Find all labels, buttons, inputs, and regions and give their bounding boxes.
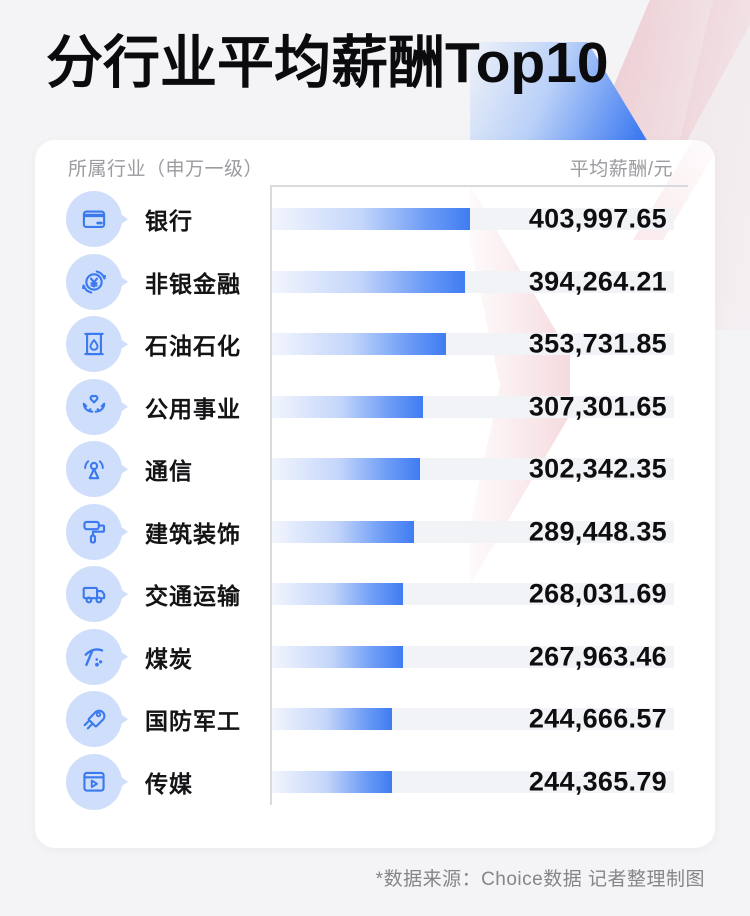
bar-track — [272, 333, 674, 356]
industry-label: 公用事业 — [145, 395, 241, 422]
table-row: 银行 403,997.65 — [35, 188, 715, 251]
pickaxe-icon — [66, 628, 128, 685]
table-row: 交通运输 268,031.69 — [35, 563, 715, 626]
bar-rows: 银行 403,997.65 非银金融 394,264.21 石油石化 353,731.85… — [35, 188, 715, 814]
table-row: 石油石化 353,731.85 — [35, 313, 715, 376]
bar-fill — [272, 645, 404, 668]
video-player-icon — [66, 753, 128, 810]
bar-track — [272, 770, 674, 793]
bar-track — [272, 520, 674, 543]
bar-track — [272, 583, 674, 606]
salary-value: 353,731.85 — [528, 328, 667, 359]
bar-fill — [272, 583, 404, 606]
bar-track — [272, 645, 674, 668]
salary-value: 267,963.46 — [528, 641, 667, 672]
bar-fill — [272, 333, 446, 356]
salary-value: 307,301.65 — [528, 391, 667, 422]
plot-axis-line — [270, 185, 272, 805]
industry-label: 非银金融 — [145, 270, 241, 297]
chart-card: 所属行业（申万一级） 平均薪酬/元 银行 403,997.65 非银金融 394,26… — [35, 140, 715, 848]
bar-fill — [272, 520, 414, 543]
salary-value: 403,997.65 — [528, 203, 667, 234]
bar-track — [272, 270, 674, 293]
bar-fill — [272, 708, 393, 731]
salary-value: 302,342.35 — [528, 453, 667, 484]
hands-heart-icon — [66, 378, 128, 435]
table-row: 国防军工 244,666.57 — [35, 688, 715, 751]
table-row: 公用事业 307,301.65 — [35, 376, 715, 439]
currency-exchange-icon — [66, 253, 128, 310]
bar-fill — [272, 395, 423, 418]
missile-icon — [66, 691, 128, 748]
page-title: 分行业平均薪酬Top10 — [46, 31, 609, 95]
bar-fill — [272, 270, 466, 293]
bar-track — [272, 208, 674, 231]
bank-card-icon — [66, 191, 128, 248]
bar-fill — [272, 208, 471, 231]
salary-value: 244,365.79 — [528, 766, 667, 797]
table-row: 建筑装饰 289,448.35 — [35, 501, 715, 564]
oil-barrel-icon — [66, 316, 128, 373]
industry-label: 银行 — [145, 208, 193, 235]
industry-label: 传媒 — [145, 770, 193, 797]
truck-icon — [66, 566, 128, 623]
bar-track — [272, 395, 674, 418]
industry-label: 通信 — [145, 458, 193, 485]
industry-label: 建筑装饰 — [145, 520, 241, 547]
paint-roller-icon — [66, 503, 128, 560]
table-row: 非银金融 394,264.21 — [35, 251, 715, 314]
table-row: 传媒 244,365.79 — [35, 751, 715, 814]
salary-value: 268,031.69 — [528, 578, 667, 609]
bar-track — [272, 458, 674, 481]
salary-value: 244,666.57 — [528, 703, 667, 734]
salary-value: 289,448.35 — [528, 516, 667, 547]
table-row: 煤炭 267,963.46 — [35, 626, 715, 689]
column-header-salary: 平均薪酬/元 — [569, 159, 673, 180]
data-source-note: *数据来源：Choice数据 记者整理制图 — [375, 869, 705, 890]
broadcast-antenna-icon — [66, 441, 128, 498]
industry-label: 煤炭 — [145, 645, 193, 672]
industry-label: 石油石化 — [145, 333, 241, 360]
salary-value: 394,264.21 — [528, 266, 667, 297]
bar-track — [272, 708, 674, 731]
column-header-industry: 所属行业（申万一级） — [68, 159, 264, 180]
plot-top-border — [270, 185, 688, 187]
industry-label: 国防军工 — [145, 708, 241, 735]
bar-fill — [272, 770, 392, 793]
bar-fill — [272, 458, 421, 481]
table-row: 通信 302,342.35 — [35, 438, 715, 501]
industry-label: 交通运输 — [145, 583, 241, 610]
